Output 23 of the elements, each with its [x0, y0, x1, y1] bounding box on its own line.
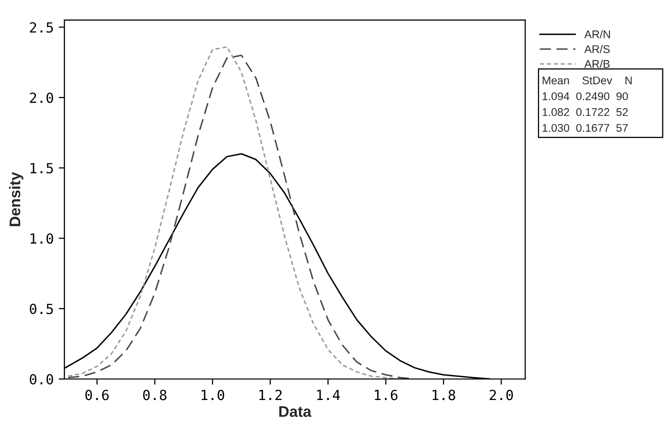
x-tick-label: 0.6: [85, 390, 109, 400]
legend-label: AR/N: [584, 30, 610, 38]
x-tick-label: 1.6: [374, 390, 398, 400]
y-tick-label: 0.5: [30, 304, 53, 314]
x-tick-label: 1.8: [432, 390, 456, 400]
y-tick-label: 1.0: [30, 233, 54, 244]
legend-label: AR/S: [584, 44, 610, 54]
x-axis-title: Data: [279, 406, 312, 417]
x-tick-label: 2.0: [490, 390, 513, 400]
x-tick-label: 1.0: [202, 390, 224, 400]
y-tick-label: 1.5: [30, 163, 53, 174]
text: 1.082 0.1722 52: [542, 108, 628, 116]
text: 1.094 0.2490 90: [542, 92, 628, 100]
x-tick-label: 1.4: [317, 390, 340, 400]
legend-label: AR/B: [584, 60, 610, 68]
y-tick-label: 2.5: [30, 22, 53, 33]
text: 1.030 0.1677 57: [542, 124, 628, 132]
y-axis-title: Density: [9, 172, 24, 226]
text: Mean StDev N: [542, 76, 632, 84]
x-tick-label: 1.2: [259, 390, 282, 400]
y-tick-label: 0.0: [30, 374, 54, 385]
y-tick-label: 2.0: [30, 92, 54, 104]
x-tick-label: 0.8: [143, 390, 166, 400]
